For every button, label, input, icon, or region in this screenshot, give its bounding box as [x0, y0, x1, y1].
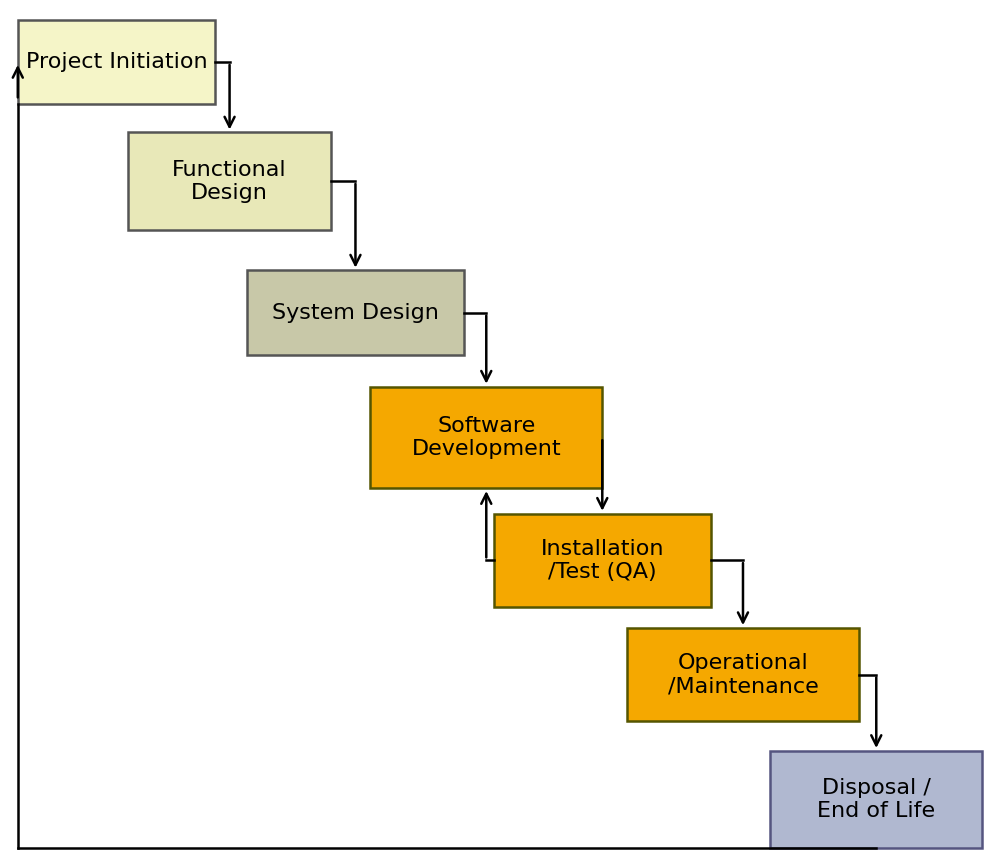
- FancyBboxPatch shape: [18, 20, 215, 104]
- Text: System Design: System Design: [272, 303, 439, 323]
- FancyBboxPatch shape: [247, 271, 464, 355]
- Text: Software
Development: Software Development: [411, 416, 561, 459]
- FancyBboxPatch shape: [128, 133, 331, 230]
- Text: Operational
/Maintenance: Operational /Maintenance: [668, 653, 818, 696]
- FancyBboxPatch shape: [770, 751, 982, 848]
- Text: Installation
/Test (QA): Installation /Test (QA): [541, 539, 664, 582]
- FancyBboxPatch shape: [627, 628, 859, 721]
- FancyBboxPatch shape: [370, 386, 602, 488]
- Text: Project Initiation: Project Initiation: [26, 52, 207, 72]
- Text: Disposal /
End of Life: Disposal / End of Life: [817, 778, 935, 821]
- Text: Functional
Design: Functional Design: [172, 160, 287, 203]
- FancyBboxPatch shape: [494, 514, 711, 607]
